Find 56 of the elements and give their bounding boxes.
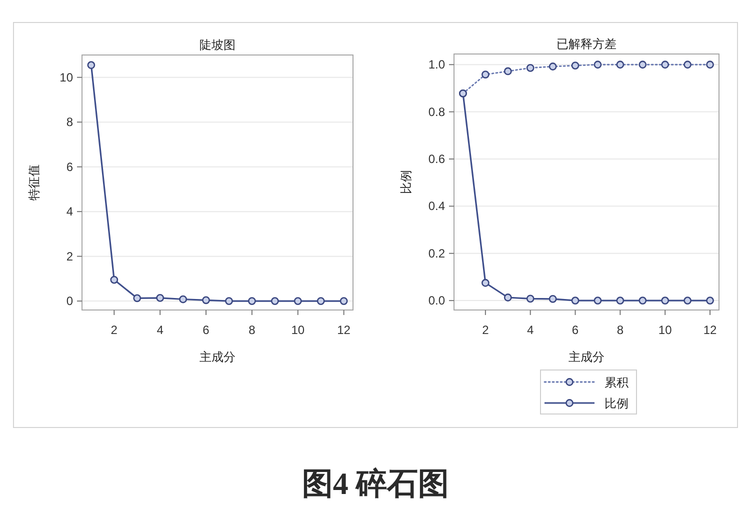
point xyxy=(156,294,164,302)
caption: 图4 碎石图 xyxy=(302,466,450,501)
y-axis-title: 特征值 xyxy=(27,164,41,200)
point xyxy=(340,297,348,306)
x-tick-label: 2 xyxy=(482,323,490,337)
point xyxy=(179,295,187,304)
x-tick-label: 10 xyxy=(291,323,305,337)
x-axis-title: 主成分 xyxy=(200,350,236,364)
point xyxy=(571,296,580,305)
y-tick-label: 0 xyxy=(66,294,74,308)
x-tick-label: 8 xyxy=(616,323,624,337)
chart-title: 陡坡图 xyxy=(200,38,236,52)
y-tick-label: 10 xyxy=(60,70,74,84)
x-tick-label: 12 xyxy=(337,323,351,337)
x-tick-label: 8 xyxy=(248,323,256,337)
point xyxy=(504,294,512,302)
x-tick-label: 4 xyxy=(527,323,534,337)
point xyxy=(87,61,96,70)
point xyxy=(594,296,602,305)
point xyxy=(225,297,233,306)
y-tick-label: 6 xyxy=(66,160,74,174)
point xyxy=(638,296,647,305)
y-axis-title: 比例 xyxy=(399,170,413,194)
y-tick-label: 0.6 xyxy=(428,152,446,166)
point xyxy=(248,297,256,306)
x-tick-label: 6 xyxy=(572,323,579,337)
legend-label: 比例 xyxy=(604,396,628,410)
x-tick-label: 10 xyxy=(658,323,672,337)
x-tick-label: 12 xyxy=(703,323,718,337)
y-tick-label: 1.0 xyxy=(428,58,446,72)
y-tick-label: 0.0 xyxy=(428,294,446,308)
y-tick-label: 0.8 xyxy=(428,104,446,119)
point xyxy=(294,297,302,306)
point xyxy=(706,296,714,305)
y-tick-label: 0.4 xyxy=(428,199,446,214)
point xyxy=(133,294,142,302)
x-axis-title: 主成分 xyxy=(568,350,604,364)
legend-label: 累积 xyxy=(604,376,628,390)
y-tick-label: 0.2 xyxy=(428,246,446,260)
y-tick-label: 4 xyxy=(66,204,74,219)
y-tick-label: 8 xyxy=(66,115,74,130)
chart-title: 已解释方差 xyxy=(556,37,616,51)
x-tick-label: 6 xyxy=(202,323,210,337)
point xyxy=(548,294,557,303)
point xyxy=(661,296,670,305)
point xyxy=(481,278,490,287)
x-tick-label: 2 xyxy=(110,323,118,337)
point xyxy=(616,296,624,305)
point xyxy=(684,296,692,305)
point xyxy=(270,297,279,306)
y-tick-label: 2 xyxy=(66,249,74,264)
point xyxy=(526,294,534,303)
point xyxy=(202,296,210,304)
point xyxy=(316,297,325,306)
x-tick-label: 4 xyxy=(156,323,164,337)
point xyxy=(110,276,118,284)
